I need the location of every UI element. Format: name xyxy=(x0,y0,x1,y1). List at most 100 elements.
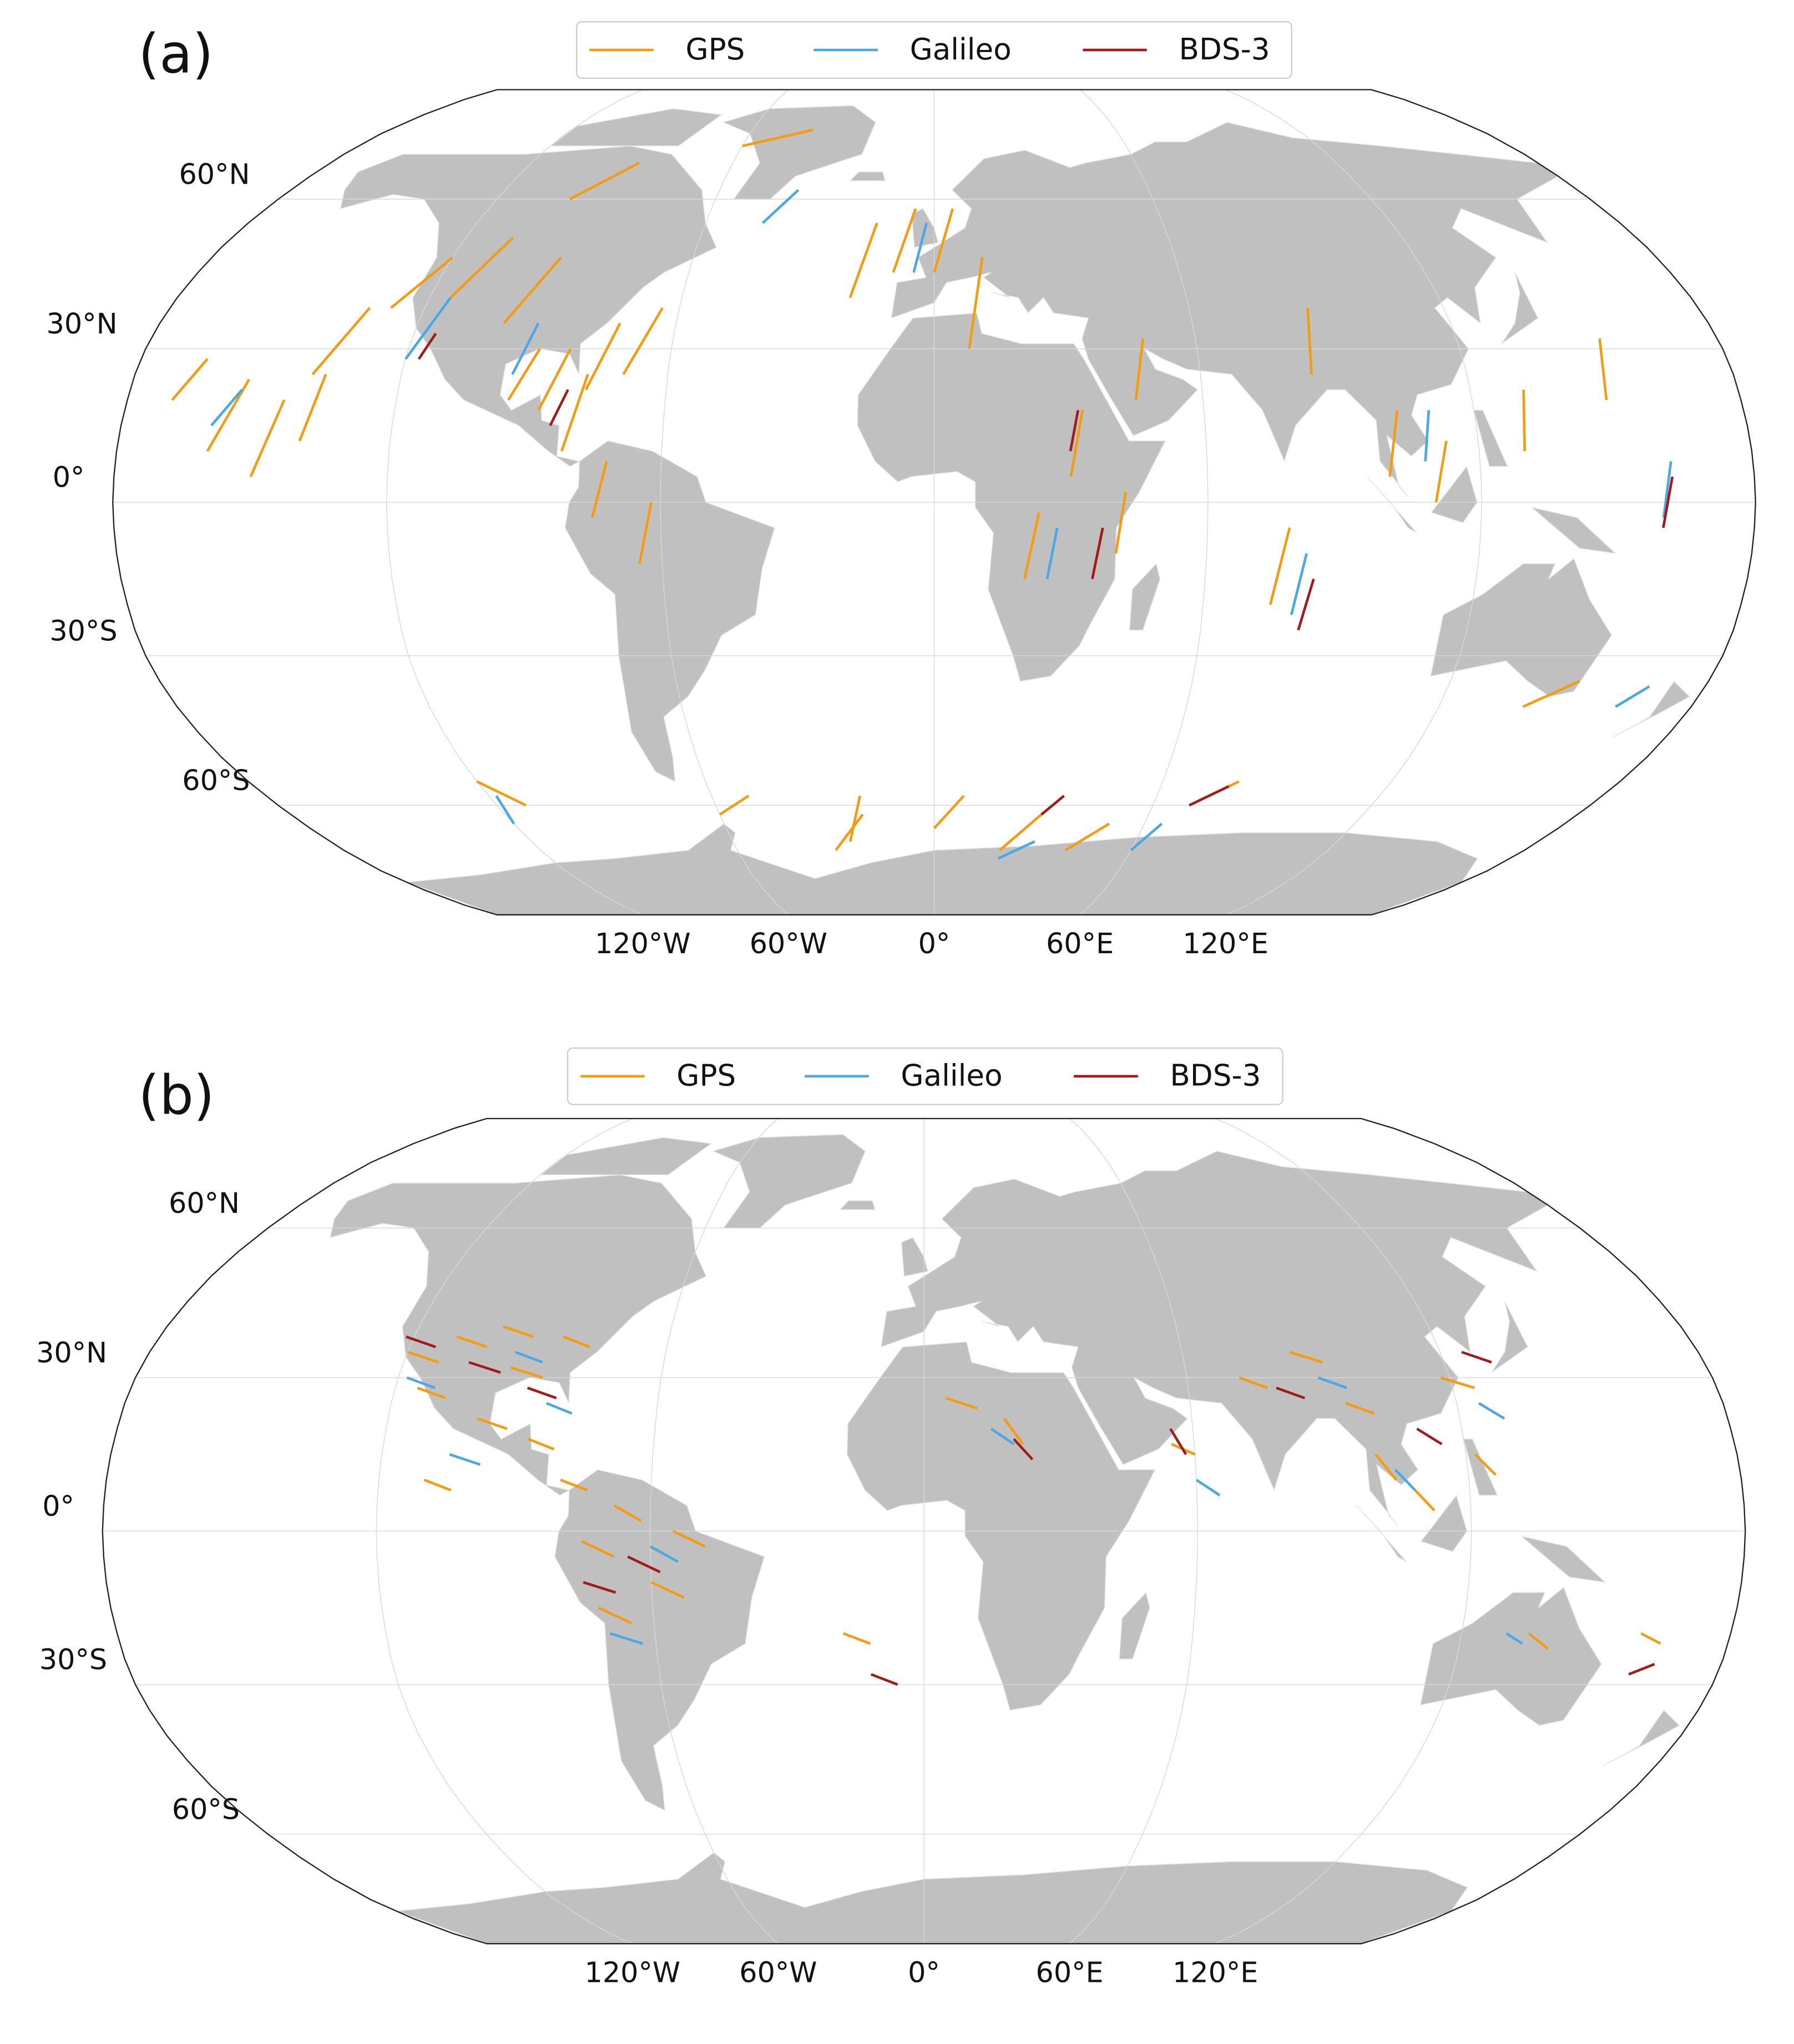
track-segment xyxy=(545,1402,573,1415)
grid-line xyxy=(1225,89,1482,915)
grid-line xyxy=(376,1118,633,1944)
track-segment xyxy=(1040,795,1065,816)
track-segment xyxy=(477,1417,508,1430)
track-segment xyxy=(1522,389,1526,452)
landmass xyxy=(1430,558,1613,697)
track-segment xyxy=(1134,338,1144,401)
track-segment xyxy=(638,502,653,564)
track-segment xyxy=(1114,492,1127,554)
track-segment xyxy=(946,1397,978,1410)
landmass xyxy=(1419,1586,1602,1726)
grid-line xyxy=(649,1118,779,1944)
landmass xyxy=(1463,1438,1498,1496)
track-segment xyxy=(933,795,965,829)
track-segment xyxy=(1394,1469,1416,1491)
landmass xyxy=(330,1174,707,1496)
track-segment xyxy=(1628,1663,1655,1676)
landmass xyxy=(880,1150,1549,1526)
track-segment xyxy=(1189,785,1230,807)
track-segment xyxy=(870,1673,898,1686)
track-segment xyxy=(1064,822,1110,852)
landmass xyxy=(1521,1536,1606,1583)
legend-label: Galileo xyxy=(910,32,1012,67)
track-segment xyxy=(1478,1402,1505,1420)
track-segment xyxy=(569,161,640,201)
track-segment xyxy=(1414,1489,1436,1512)
track-segment xyxy=(1091,527,1104,580)
track-segment xyxy=(1069,409,1084,477)
lon-tick-label: 120°E xyxy=(1182,927,1268,960)
track-segment xyxy=(1169,1428,1187,1455)
track-segment xyxy=(560,373,589,452)
track-segment xyxy=(1317,1376,1347,1389)
landmass xyxy=(1356,1505,1407,1562)
lon-tick-label: 120°W xyxy=(595,927,691,960)
track-segment xyxy=(560,1479,588,1491)
legend-label: BDS-3 xyxy=(1179,32,1270,67)
track-segment xyxy=(1640,1632,1661,1645)
track-segment xyxy=(1662,461,1672,518)
lat-tick-label: 60°N xyxy=(169,1187,240,1220)
track-segment xyxy=(417,332,437,360)
track-segment xyxy=(537,348,572,411)
track-segment xyxy=(583,1581,616,1594)
track-segment xyxy=(1461,1350,1492,1364)
track-segment xyxy=(609,1632,643,1645)
landmass xyxy=(1602,1709,1680,1767)
track-segment xyxy=(1276,1387,1306,1400)
track-segment xyxy=(613,1504,642,1522)
legend-box xyxy=(567,1047,1283,1105)
track-segment xyxy=(476,780,527,807)
track-segment xyxy=(1528,1632,1549,1650)
track-segment xyxy=(835,813,864,851)
track-segment xyxy=(503,1325,534,1338)
landmass xyxy=(838,1200,876,1210)
grid-line xyxy=(660,89,789,915)
landmass xyxy=(1119,1591,1150,1660)
track-segment xyxy=(719,795,750,816)
grid-line xyxy=(386,89,643,915)
track-segment xyxy=(742,128,813,148)
track-segment xyxy=(849,795,861,842)
track-segment xyxy=(892,208,917,273)
track-segment xyxy=(598,1606,633,1625)
landmass xyxy=(406,823,1478,915)
track-segment xyxy=(563,1335,590,1348)
map-border xyxy=(102,1117,1746,1945)
track-segment xyxy=(423,1479,452,1491)
landmass xyxy=(1491,1301,1529,1373)
track-segment xyxy=(417,1387,446,1400)
track-segment xyxy=(590,461,608,518)
track-segment xyxy=(1388,410,1399,477)
landmass xyxy=(711,1134,866,1229)
track-segment xyxy=(528,1438,555,1451)
landmass xyxy=(396,1852,1468,1944)
track-segment xyxy=(549,389,569,426)
landmass xyxy=(849,171,886,181)
lon-tick-label: 120°E xyxy=(1173,1956,1258,1989)
track-segment xyxy=(1013,1438,1034,1461)
track-segment xyxy=(1474,1453,1497,1476)
track-segment xyxy=(622,307,664,375)
track-segment xyxy=(627,1555,661,1574)
track-segment xyxy=(1069,409,1080,452)
track-segment xyxy=(581,1540,615,1558)
track-segment xyxy=(649,1545,679,1563)
track-segment xyxy=(1003,1418,1024,1445)
landmass xyxy=(564,440,775,782)
track-segment xyxy=(406,1335,436,1348)
landmass xyxy=(1531,507,1617,554)
track-segment xyxy=(449,1453,481,1466)
track-segment xyxy=(210,388,243,427)
track-segment xyxy=(495,795,516,824)
track-segment xyxy=(468,1361,501,1374)
track-segment xyxy=(1424,410,1431,462)
lat-tick-label: 60°S xyxy=(182,764,250,797)
lat-tick-label: 60°S xyxy=(172,1793,240,1825)
track-segment xyxy=(1615,685,1650,708)
landmass xyxy=(891,122,1559,498)
panel-label: (a) xyxy=(138,22,213,85)
legend-label: Galileo xyxy=(901,1059,1002,1093)
track-segment xyxy=(1434,441,1448,503)
track-segment xyxy=(1522,680,1580,709)
